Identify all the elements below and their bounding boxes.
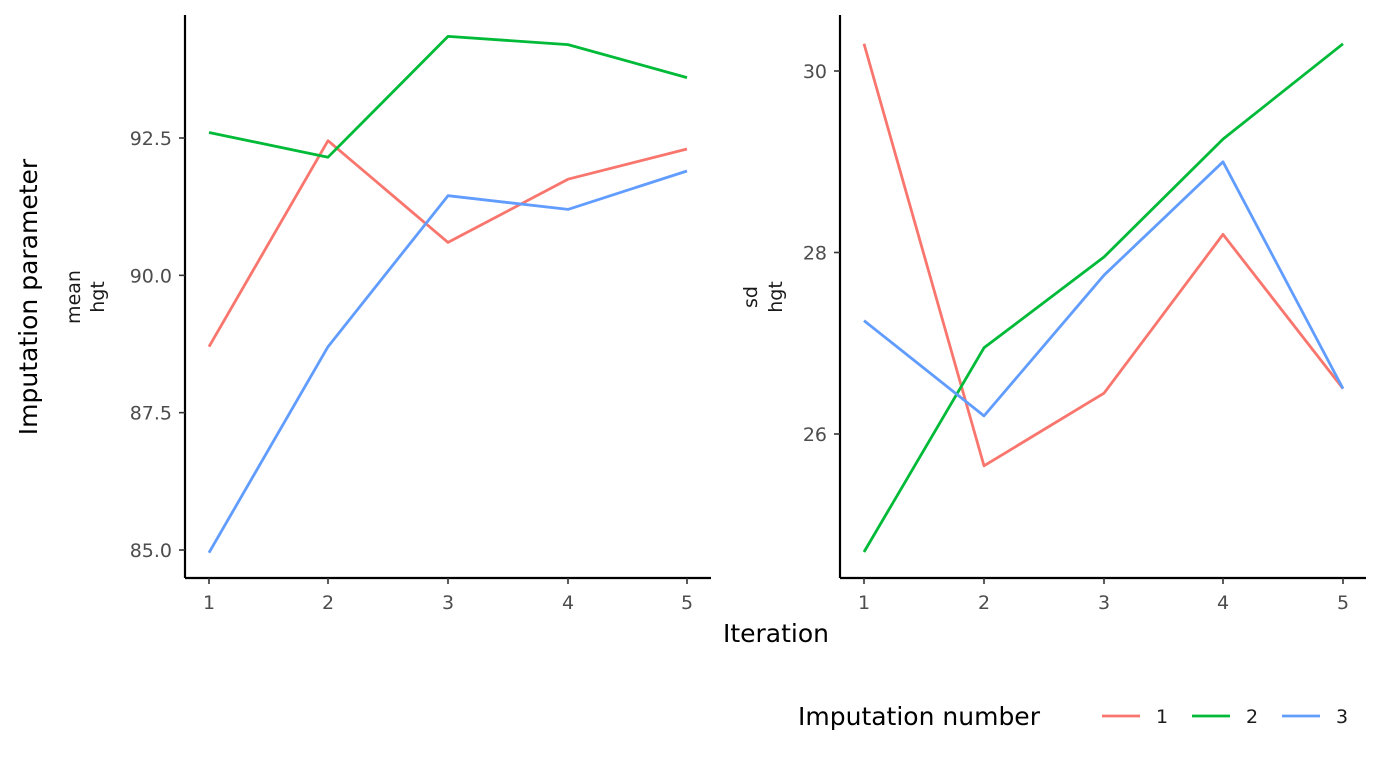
panel-mean-hgt: mean hgt 85.0 87.5 90.0 92.5 1 2 3 4 5 <box>63 15 711 614</box>
x-tick-label: 2 <box>978 592 990 614</box>
panel-label-line1: mean <box>63 270 85 324</box>
x-tick-label: 3 <box>442 592 454 614</box>
y-tick-label: 28 <box>803 243 827 265</box>
x-tick-label: 3 <box>1098 592 1110 614</box>
series-line-2 <box>208 35 688 159</box>
series-line-1 <box>862 43 1345 468</box>
legend-label-2: 2 <box>1246 706 1258 728</box>
y-tick-label: 26 <box>803 424 827 446</box>
legend-label-1: 1 <box>1156 706 1168 728</box>
x-tick-label: 5 <box>1337 592 1349 614</box>
y-tick-label: 87.5 <box>130 403 172 425</box>
x-tick-label: 4 <box>562 592 574 614</box>
panel-label-line2: hgt <box>765 281 787 313</box>
y-tick-label: 85.0 <box>130 540 172 562</box>
panel-label-line2: hgt <box>87 281 109 313</box>
series-line-3 <box>863 160 1345 418</box>
x-tick-label: 1 <box>203 592 215 614</box>
x-tick-label: 4 <box>1217 592 1229 614</box>
panel-sd-hgt: sd hgt 26 28 30 1 2 3 4 5 <box>740 15 1366 614</box>
x-tick-label: 5 <box>681 592 693 614</box>
x-tick-label: 2 <box>322 592 334 614</box>
series-line-2 <box>862 42 1344 553</box>
legend-label-3: 3 <box>1336 706 1348 728</box>
series-line-1 <box>207 139 688 348</box>
x-axis-title: Iteration <box>723 619 829 648</box>
x-tick-label: 1 <box>858 592 870 614</box>
legend: Imputation number 1 2 3 <box>798 702 1348 731</box>
legend-title: Imputation number <box>798 702 1041 731</box>
series-line-3 <box>207 169 688 554</box>
y-tick-label: 30 <box>803 61 827 83</box>
y-tick-label: 90.0 <box>130 265 172 287</box>
y-axis-title: Imputation parameter <box>14 158 43 435</box>
y-tick-label: 92.5 <box>130 128 172 150</box>
panel-label-line1: sd <box>740 286 762 308</box>
